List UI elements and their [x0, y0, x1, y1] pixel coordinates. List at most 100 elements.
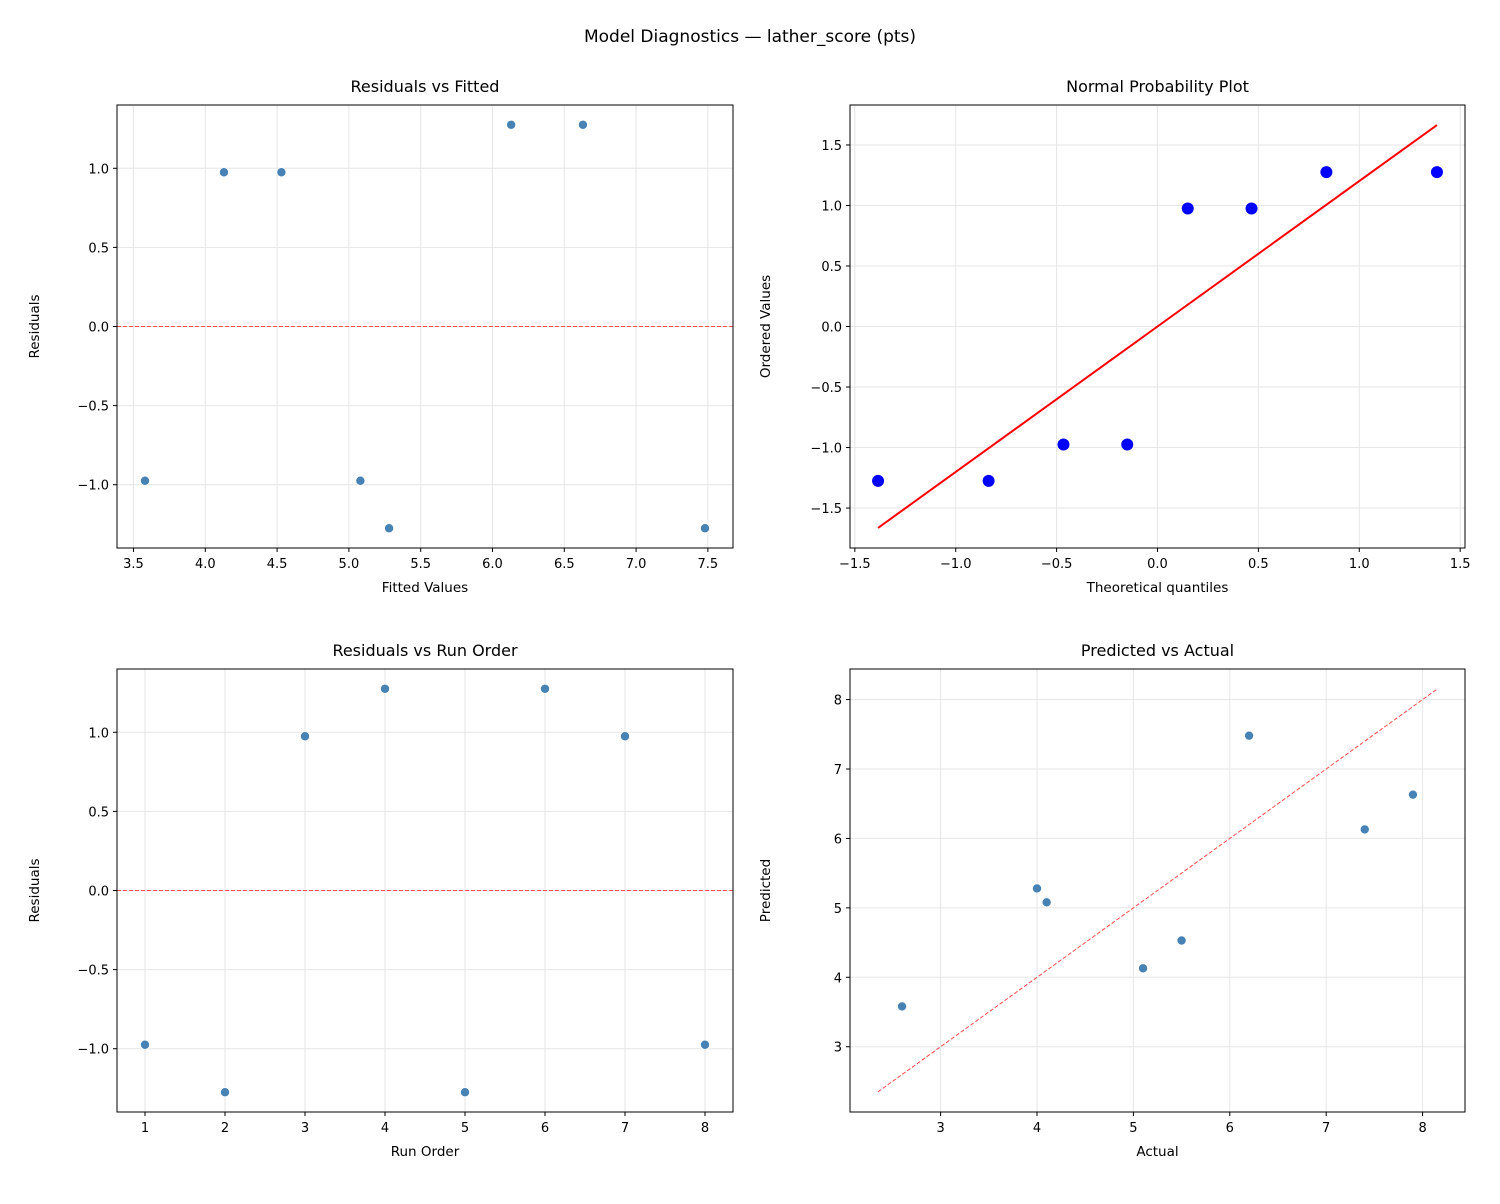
y-tick-label: 3	[834, 1041, 842, 1056]
data-point	[1181, 202, 1194, 215]
axes-frame	[116, 104, 734, 549]
x-tick-label: −1.0	[940, 557, 972, 572]
data-point	[1408, 789, 1418, 800]
x-tick-label: 6.0	[482, 557, 503, 572]
y-axis-label: Predicted	[758, 859, 774, 922]
x-tick-label: 5	[1129, 1121, 1137, 1136]
x-tick-label: 0.0	[1147, 557, 1168, 572]
data-point	[700, 1039, 710, 1050]
y-tick-label: 0.5	[821, 260, 842, 275]
x-tick-label: −0.5	[1041, 557, 1073, 572]
data-point	[1430, 166, 1443, 179]
x-tick-label: 6.5	[554, 557, 575, 572]
y-axis-label: Residuals	[27, 858, 43, 922]
x-axis-label: Theoretical quantiles	[1086, 580, 1229, 596]
data-point	[897, 1001, 907, 1012]
data-point	[140, 475, 150, 486]
identity-reference-line	[877, 688, 1438, 1093]
y-tick-label: 4	[834, 971, 842, 986]
x-tick-label: 8	[1418, 1121, 1426, 1136]
x-tick-label: 7	[1322, 1121, 1330, 1136]
data-point	[1244, 730, 1254, 741]
subplot-3: 1 2 3 4 5 6 7 8 −1.0 −0.5 0.0 0.5 1.0 Residuals vs Ru…	[27, 641, 734, 1160]
x-tick-label: −1.5	[839, 557, 871, 572]
x-tick-label: 3	[936, 1121, 944, 1136]
data-point	[620, 731, 630, 742]
x-axis-label: Actual	[1136, 1144, 1178, 1160]
axes-frame	[116, 668, 734, 1113]
y-tick-label: 0.0	[88, 885, 109, 900]
y-tick-label: −0.5	[77, 964, 109, 979]
y-tick-label: −1.0	[77, 479, 109, 494]
data-point	[700, 523, 710, 534]
x-tick-label: 6	[541, 1121, 549, 1136]
data-point	[540, 683, 550, 694]
data-point	[1320, 166, 1333, 179]
data-point	[982, 474, 995, 487]
subplot-title: Residuals vs Run Order	[332, 641, 518, 660]
axes-frame	[849, 668, 1466, 1113]
data-point	[1057, 438, 1070, 451]
x-tick-label: 1	[141, 1121, 149, 1136]
x-axis-label: Run Order	[391, 1144, 460, 1160]
y-tick-label: 1.5	[821, 139, 842, 154]
x-tick-label: 4.5	[267, 557, 288, 572]
data-point	[1176, 935, 1187, 946]
y-tick-label: 1.0	[821, 199, 842, 214]
x-tick-label: 3	[301, 1121, 309, 1136]
x-tick-label: 5.5	[410, 557, 431, 572]
data-point	[384, 523, 394, 534]
data-point	[578, 119, 588, 130]
data-point	[220, 1087, 230, 1098]
x-axis-label: Fitted Values	[382, 580, 468, 596]
data-point	[1245, 202, 1258, 215]
y-tick-label: 1.0	[88, 162, 109, 177]
x-tick-label: 4	[381, 1121, 389, 1136]
data-point	[219, 167, 229, 178]
y-tick-label: 8	[834, 694, 842, 709]
x-tick-label: 4	[1033, 1121, 1041, 1136]
x-tick-label: 1.0	[1349, 557, 1370, 572]
y-tick-label: −1.0	[810, 442, 842, 457]
y-tick-label: 7	[834, 763, 842, 778]
subplot-title: Predicted vs Actual	[1081, 641, 1234, 660]
data-point	[1121, 438, 1134, 451]
data-point	[460, 1087, 470, 1098]
x-tick-label: 7.5	[698, 557, 719, 572]
subplot-4: 3 4 5 6 7 8 3 4 5 6 7 8 Predicted vs Actual Actual Pre…	[758, 641, 1466, 1160]
x-tick-label: 2	[221, 1121, 229, 1136]
y-tick-label: −0.5	[810, 381, 842, 396]
data-point	[355, 475, 366, 486]
y-tick-label: 0.5	[88, 805, 109, 820]
x-tick-label: 1.5	[1450, 557, 1471, 572]
y-tick-label: 6	[834, 832, 842, 847]
data-point	[300, 731, 310, 742]
data-point	[1138, 963, 1148, 974]
x-tick-label: 6	[1226, 1121, 1234, 1136]
subplot-title: Residuals vs Fitted	[351, 77, 500, 96]
subplot-1: 3.5 4.0 4.5 5.0 5.5 6.0 6.5 7.0 7.5 −1.0 −0.5 0.0 0.…	[27, 77, 734, 596]
x-tick-label: 3.5	[123, 557, 144, 572]
axes-frame	[849, 104, 1466, 549]
data-point	[1359, 824, 1370, 835]
y-tick-label: −0.5	[77, 400, 109, 415]
subplot-title: Normal Probability Plot	[1066, 77, 1249, 96]
data-point	[276, 167, 287, 178]
data-point	[1041, 897, 1052, 908]
y-tick-label: 0.5	[88, 241, 109, 256]
y-tick-label: 0.0	[88, 321, 109, 336]
data-point	[140, 1039, 150, 1050]
y-tick-label: 0.0	[821, 321, 842, 336]
y-tick-label: −1.0	[77, 1043, 109, 1058]
figure-title: Model Diagnostics — lather_score (pts)	[584, 27, 916, 47]
y-tick-label: 5	[834, 902, 842, 917]
x-tick-label: 7	[621, 1121, 629, 1136]
y-tick-label: 1.0	[88, 726, 109, 741]
x-tick-label: 4.0	[195, 557, 216, 572]
x-tick-label: 8	[701, 1121, 709, 1136]
subplot-2: −1.5 −1.0 −0.5 0.0 0.5 1.0 1.5 −1.5 −1.0 −0.5 0.0 0…	[758, 77, 1471, 596]
y-tick-label: −1.5	[810, 502, 842, 517]
data-point	[506, 119, 516, 130]
x-tick-label: 5	[461, 1121, 469, 1136]
